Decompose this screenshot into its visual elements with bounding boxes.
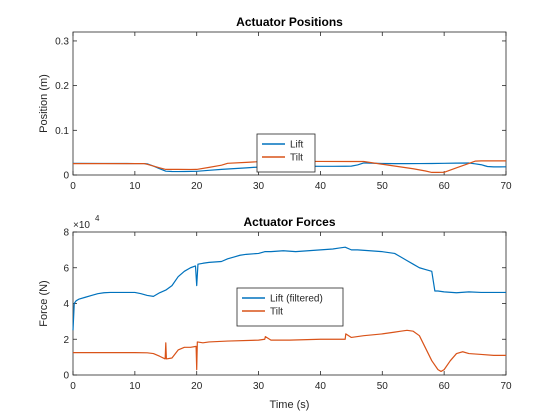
positions-title: Actuator Positions [236,15,343,29]
positions-axis-labels: Position (m) [38,74,50,133]
positions-y-axis-label: Position (m) [38,74,50,133]
forces-y-exponent-label: ×10 [73,220,90,231]
positions-y-tick-label: 0.3 [55,36,69,47]
forces-marks: 0 10 20 30 40 50 60 70 0 2 4 6 8 [63,228,512,393]
forces-x-tick-label: 70 [500,381,512,392]
forces-y-tick-label: 0 [63,371,69,382]
forces-y-tick-label: 4 [63,299,69,310]
forces-legend-box [236,287,344,327]
forces-title: Actuator Forces [243,215,335,229]
positions-x-tick-label: 0 [70,181,76,192]
forces-legend-label-1: Lift (filtered) [270,294,323,305]
positions-y-tick-label: 0.1 [55,126,69,137]
positions-legend-box [256,133,316,173]
positions-x-tick-label: 20 [191,181,203,192]
forces-chart: Actuator Forces ×10 4 0 10 20 30 40 50 60 70 0 2 4… [38,214,512,411]
forces-legend-label-2: Tilt [270,307,283,318]
positions-x-tick-label: 60 [439,181,451,192]
positions-legend-label-2: Tilt [290,153,303,164]
forces-y-tick-label: 8 [63,228,69,239]
forces-x-tick-label: 30 [253,381,265,392]
forces-x-tick-label: 0 [70,381,76,392]
forces-x-tick-label: 10 [129,381,141,392]
positions-x-tick-label: 10 [129,181,141,192]
positions-chart: Actuator Positions 0 10 20 30 40 50 60 70 0 0.1 0.… [38,15,512,192]
forces-y-tick-label: 2 [63,335,69,346]
forces-y-tick-label: 6 [63,263,69,274]
forces-x-axis-label: Time (s) [270,399,310,411]
positions-x-tick-label: 40 [315,181,327,192]
positions-legend: Lift Tilt [256,133,316,173]
forces-x-tick-label: 40 [315,381,327,392]
forces-x-tick-label: 60 [439,381,451,392]
forces-y-exponent: 4 [95,214,100,223]
forces-series-line-1 [72,246,506,331]
positions-x-tick-label: 70 [500,181,512,192]
forces-y-axis-label: Force (N) [38,280,50,326]
forces-x-tick-label: 20 [191,381,203,392]
positions-x-tick-label: 50 [377,181,389,192]
forces-x-tick-label: 50 [377,381,389,392]
positions-y-tick-label: 0 [63,171,69,182]
positions-y-tick-label: 0.2 [55,81,69,92]
positions-legend-label-1: Lift [290,140,304,151]
forces-legend: Lift (filtered) Tilt [236,287,344,327]
forces-series-line-2 [73,329,506,373]
positions-x-tick-label: 30 [253,181,265,192]
forces-axis-labels: Force (N) Time (s) [38,280,309,411]
